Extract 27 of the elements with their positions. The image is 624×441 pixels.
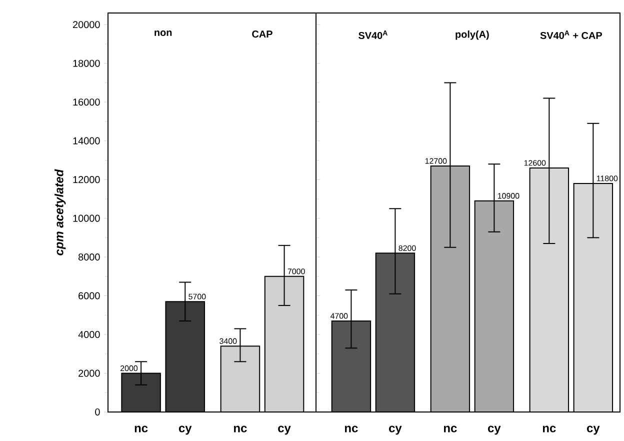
y-tick-label: 2000 [78, 370, 100, 377]
annotation: SV40$^{A}$ [358, 30, 388, 40]
annotation: non [154, 30, 172, 36]
y-tick-label: 14000 [73, 137, 100, 144]
y-tick-label: 10000 [73, 214, 100, 222]
x-tick-label: nc [234, 426, 247, 432]
x-tick-label: cy [278, 426, 291, 435]
x-tick-label: cy [389, 426, 402, 435]
annotation: poly(A) [456, 30, 489, 40]
y-tick-label: 16000 [73, 98, 100, 106]
x-tick-label: cy [488, 426, 501, 435]
y-tick-label: 0 [95, 408, 100, 416]
annotation: SV40$^{A}$ + CAP [540, 30, 602, 40]
x-tick-label: nc [542, 426, 556, 432]
y-tick-label: 12000 [73, 176, 100, 184]
x-tick-label: cy [178, 426, 192, 435]
annotation: CAP [252, 30, 272, 38]
y-tick-label: 4000 [78, 331, 100, 338]
x-tick-label: nc [345, 426, 358, 432]
x-tick-label: cy [586, 426, 600, 435]
y-tick-label: 18000 [73, 60, 100, 67]
y-tick-label: 8000 [78, 254, 100, 261]
x-tick-label: nc [134, 426, 148, 432]
y-tick-label: 20000 [73, 21, 100, 28]
y-axis-title: cpm acetylated [54, 169, 66, 256]
y-tick-label: 6000 [78, 292, 100, 300]
x-tick-label: nc [444, 426, 457, 432]
